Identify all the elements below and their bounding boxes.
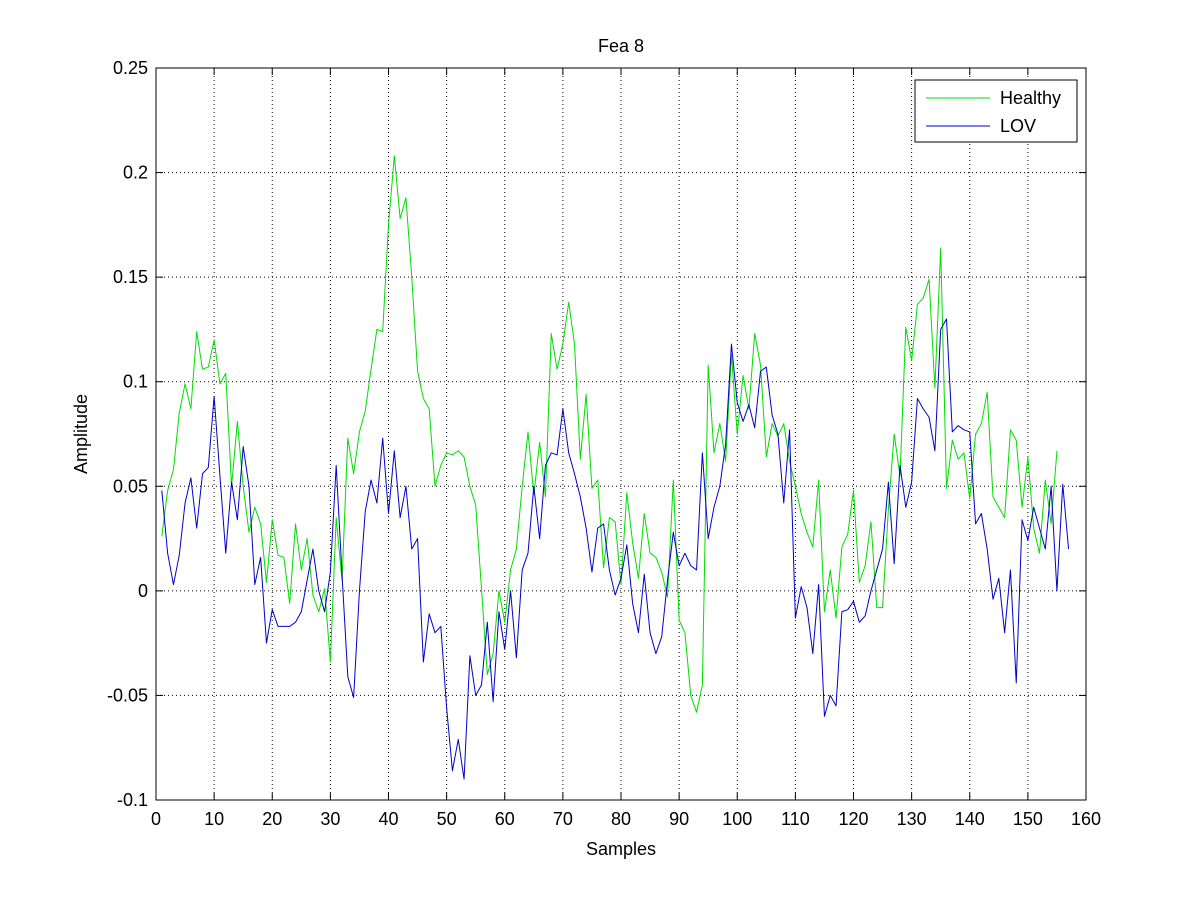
y-tick-label: 0.05	[113, 476, 148, 496]
y-tick-label: -0.1	[117, 790, 148, 810]
legend-label-lov: LOV	[1000, 116, 1036, 136]
x-tick-label: 110	[781, 809, 810, 829]
y-tick-label: -0.05	[107, 685, 148, 705]
plot-area	[156, 68, 1086, 800]
y-axis-label: Amplitude	[71, 394, 91, 474]
x-tick-label: 50	[437, 809, 457, 829]
x-axis-label: Samples	[586, 839, 656, 859]
x-tick-label: 70	[553, 809, 573, 829]
x-tick-label: 0	[151, 809, 161, 829]
series-line-healthy	[161, 155, 1058, 713]
x-tick-label: 100	[722, 809, 752, 829]
legend-box	[914, 79, 1078, 143]
x-tick-label: 40	[378, 809, 398, 829]
legend-label-healthy: Healthy	[1000, 88, 1061, 108]
x-tick-label: 90	[669, 809, 689, 829]
y-tick-label: 0.1	[123, 372, 148, 392]
y-tick-label: 0.15	[113, 267, 148, 287]
x-tick-label: 140	[955, 809, 985, 829]
grid-lines	[156, 68, 1086, 800]
series-layer	[161, 155, 1070, 780]
series-line-lov	[161, 318, 1070, 780]
x-tick-label: 120	[838, 809, 868, 829]
y-tick-labels: -0.1 -0.05 0 0.05 0.1 0.15 0.2 0.25	[107, 58, 148, 810]
x-tick-labels: 0 10 20 30 40 50 60 70 80 90 100 110 120 130 140 150 160	[151, 809, 1101, 829]
x-tick-label: 10	[204, 809, 224, 829]
x-tick-label: 130	[897, 809, 927, 829]
x-tick-label: 30	[320, 809, 340, 829]
x-tick-label: 150	[1013, 809, 1043, 829]
legend: Healthy LOV	[914, 79, 1078, 143]
y-tick-label: 0.2	[123, 163, 148, 183]
y-tick-label: 0.25	[113, 58, 148, 78]
x-tick-label: 80	[611, 809, 631, 829]
x-tick-label: 60	[495, 809, 515, 829]
chart-title: Fea 8	[598, 36, 644, 56]
x-tick-label: 160	[1071, 809, 1101, 829]
axis-ticks	[155, 67, 1087, 801]
x-tick-label: 20	[262, 809, 282, 829]
y-tick-label: 0	[138, 581, 148, 601]
